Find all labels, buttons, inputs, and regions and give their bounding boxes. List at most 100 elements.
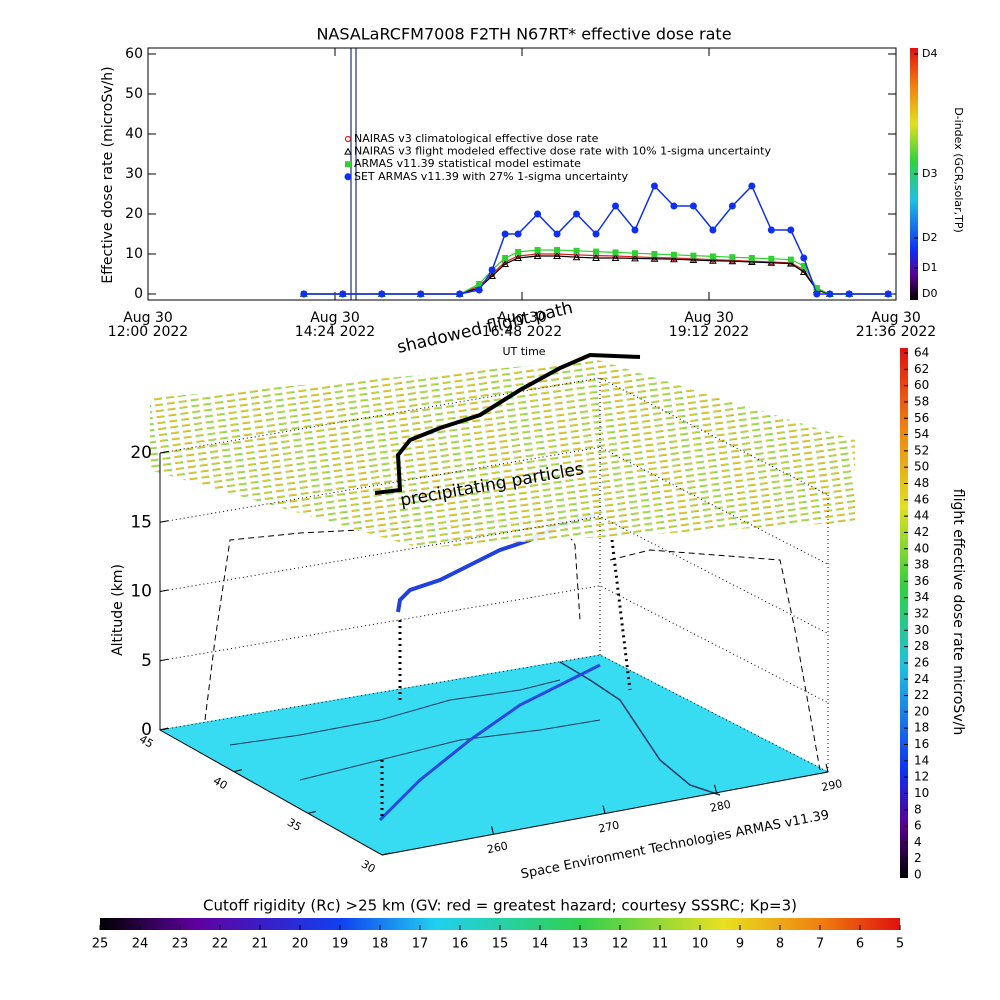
marker — [514, 230, 522, 238]
colorbar-tick-label: 56 — [914, 411, 929, 425]
marker — [554, 247, 561, 253]
marker — [748, 182, 756, 190]
colorbar-tick-label: D4 — [922, 47, 937, 60]
box-edge — [159, 729, 383, 856]
lat-tick-label: 45 — [137, 732, 156, 750]
lon-tick — [825, 763, 829, 773]
marker — [514, 253, 522, 261]
colorbar-label: D-index (GCR,solar,TP) — [952, 107, 965, 233]
lon-tick — [491, 826, 494, 835]
y-tick-label: 30 — [125, 166, 143, 182]
marker — [813, 285, 820, 291]
series-line — [303, 184, 889, 295]
series-line — [303, 249, 889, 295]
x-tick-label: 19:12 2022 — [669, 324, 749, 340]
z-tick — [159, 520, 169, 523]
series-line — [303, 253, 889, 295]
legend-label: SET ARMAS v11.39 with 27% 1-sigma uncert… — [354, 170, 628, 183]
marker — [800, 254, 808, 262]
lat-tick-label: 30 — [359, 857, 378, 875]
marker — [631, 226, 639, 234]
colorbar-tick-label: 54 — [914, 427, 929, 441]
dose-colorbar — [900, 348, 908, 878]
colorbar-tick-label: 32 — [914, 607, 929, 621]
lat-tick — [159, 727, 169, 731]
colorbar-tick-label: 11 — [652, 937, 669, 952]
marker — [502, 255, 509, 261]
colorbar-tick-label: 62 — [914, 362, 929, 376]
colorbar-tick-label: 44 — [914, 509, 929, 523]
colorbar-tick-label: 16 — [914, 737, 929, 751]
lat-tick-label: 35 — [285, 816, 304, 834]
legend-marker — [345, 161, 351, 168]
colorbar-tick-label: 20 — [914, 704, 929, 718]
z-tick-label: 0 — [141, 720, 152, 740]
z-tick — [159, 589, 169, 592]
border-line — [299, 719, 601, 781]
colorbar-tick-label: 7 — [816, 937, 824, 952]
lon-tick-label: 270 — [597, 818, 620, 835]
marker — [813, 290, 821, 298]
legend-label: NAIRAS v3 climatological effective dose … — [354, 132, 599, 145]
colorbar-tick-label: 14 — [532, 937, 549, 952]
grid-line — [159, 654, 829, 773]
marker — [728, 257, 737, 265]
y-axis-label: Effective dose rate (microSv/h) — [100, 66, 116, 283]
marker — [378, 290, 386, 298]
legend-label: ARMAS v11.39 statistical model estimate — [354, 157, 581, 170]
x-tick-label: 21:36 2022 — [856, 324, 936, 340]
marker — [300, 290, 308, 298]
marker — [488, 266, 496, 274]
legend-marker — [344, 135, 352, 143]
x-tick-label: Aug 30 — [871, 310, 921, 326]
x-tick-label: Aug 30 — [123, 310, 173, 326]
colorbar-tick-label: 64 — [914, 346, 929, 360]
colorbar-tick-label: 0 — [914, 868, 922, 882]
z-tick — [159, 451, 169, 454]
colorbar-tick-label: 12 — [612, 937, 629, 952]
colorbar-tick-label: 24 — [914, 672, 929, 686]
dose-plane — [150, 360, 855, 548]
marker — [729, 254, 736, 261]
lat-tick — [381, 852, 391, 856]
marker — [709, 256, 717, 264]
border-line — [229, 679, 561, 746]
shadowed-flight-path — [374, 352, 641, 495]
colorbar-tick-label: 48 — [914, 476, 929, 490]
marker — [670, 202, 678, 210]
marker — [501, 259, 509, 267]
marker — [651, 251, 658, 257]
marker — [476, 281, 483, 287]
marker — [611, 253, 620, 261]
colorbar-tick-label: 28 — [914, 639, 929, 653]
z-tick-label: 20 — [130, 443, 152, 463]
colorbar-tick-label: 46 — [914, 492, 929, 506]
colorbar-label: flight effective dose rate microSv/h — [950, 489, 966, 735]
lon-tick-label: 280 — [709, 798, 732, 815]
z-tick-label: 10 — [130, 582, 152, 602]
marker — [631, 250, 638, 257]
x-tick-label: 14:24 2022 — [295, 324, 375, 340]
colorbar-tick-label: 12 — [914, 770, 929, 784]
marker — [787, 256, 794, 263]
colorbar-tick-label: 34 — [914, 590, 929, 604]
grid-line — [159, 515, 829, 634]
marker — [690, 252, 697, 259]
marker — [534, 210, 542, 218]
colorbar-tick-label: 8 — [914, 802, 922, 816]
lat-tick — [307, 810, 317, 814]
y-tick-label: 20 — [125, 206, 143, 222]
marker — [709, 253, 716, 260]
marker — [573, 210, 581, 218]
marker — [533, 251, 542, 259]
colorbar-label: Cutoff rigidity (Rc) >25 km (GV: red = g… — [203, 897, 797, 915]
colorbar-tick-label: 19 — [332, 937, 349, 952]
colorbar-tick-label: 25 — [92, 937, 109, 952]
colorbar-tick-label: 21 — [252, 937, 269, 952]
colorbar-tick-label: D1 — [922, 261, 937, 274]
colorbar-tick-label: 10 — [692, 937, 709, 952]
colorbar-tick-label: 30 — [914, 623, 929, 637]
colorbar-tick-label: 38 — [914, 558, 929, 572]
legend-marker — [344, 147, 352, 155]
